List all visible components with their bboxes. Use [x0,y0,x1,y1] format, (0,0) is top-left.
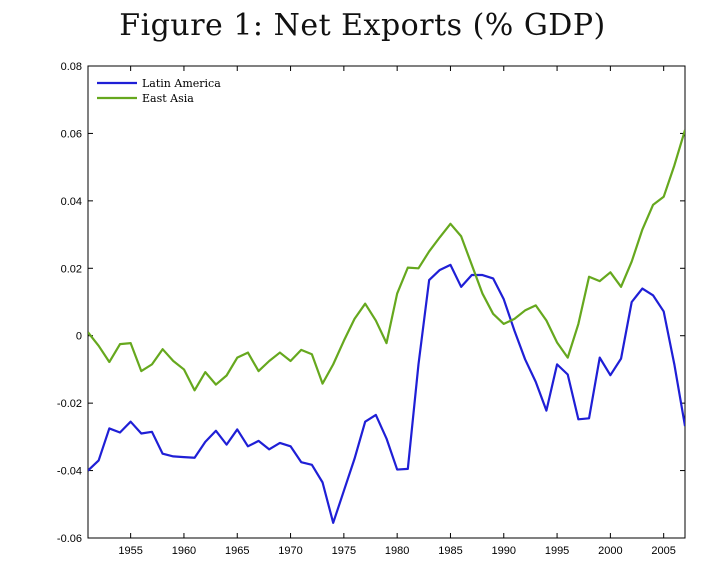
axis-ticks: -0.06 -0.04 -0.02 0 0.02 0.04 0.06 0.08 1955 1960… [57,61,685,557]
legend-label-east-asia: East Asia [142,92,194,105]
series-line-east-asia [88,129,685,392]
series-line-latin-america [88,263,685,524]
x-tick-label: 1985 [438,545,462,557]
x-tick-label: 1965 [225,545,249,557]
plot-frame [87,65,686,539]
legend: Latin America East Asia [97,77,221,105]
x-tick-label: 1995 [545,545,569,557]
x-tick-label: 1970 [278,545,302,557]
y-tick-label: -0.04 [57,466,82,478]
series-lines [88,129,685,524]
plot-border [87,65,686,539]
x-tick-label: 1955 [118,545,142,557]
y-tick-label: -0.06 [57,533,82,545]
y-tick-label: 0.04 [61,196,82,208]
y-tick-label: 0.02 [61,263,82,275]
y-tick-label: 0.08 [61,61,82,73]
x-tick-label: 1960 [172,545,196,557]
x-tick-label: 2000 [598,545,622,557]
y-tick-label: -0.02 [57,398,82,410]
y-tick-label: 0 [76,331,82,343]
chart-title: Figure 1: Net Exports (% GDP) [119,8,606,43]
x-tick-label: 1980 [385,545,409,557]
x-tick-label: 1975 [332,545,356,557]
x-tick-label: 1990 [492,545,516,557]
legend-label-latin-america: Latin America [142,77,221,90]
y-tick-label: 0.06 [61,128,82,140]
x-tick-label: 2005 [651,545,675,557]
